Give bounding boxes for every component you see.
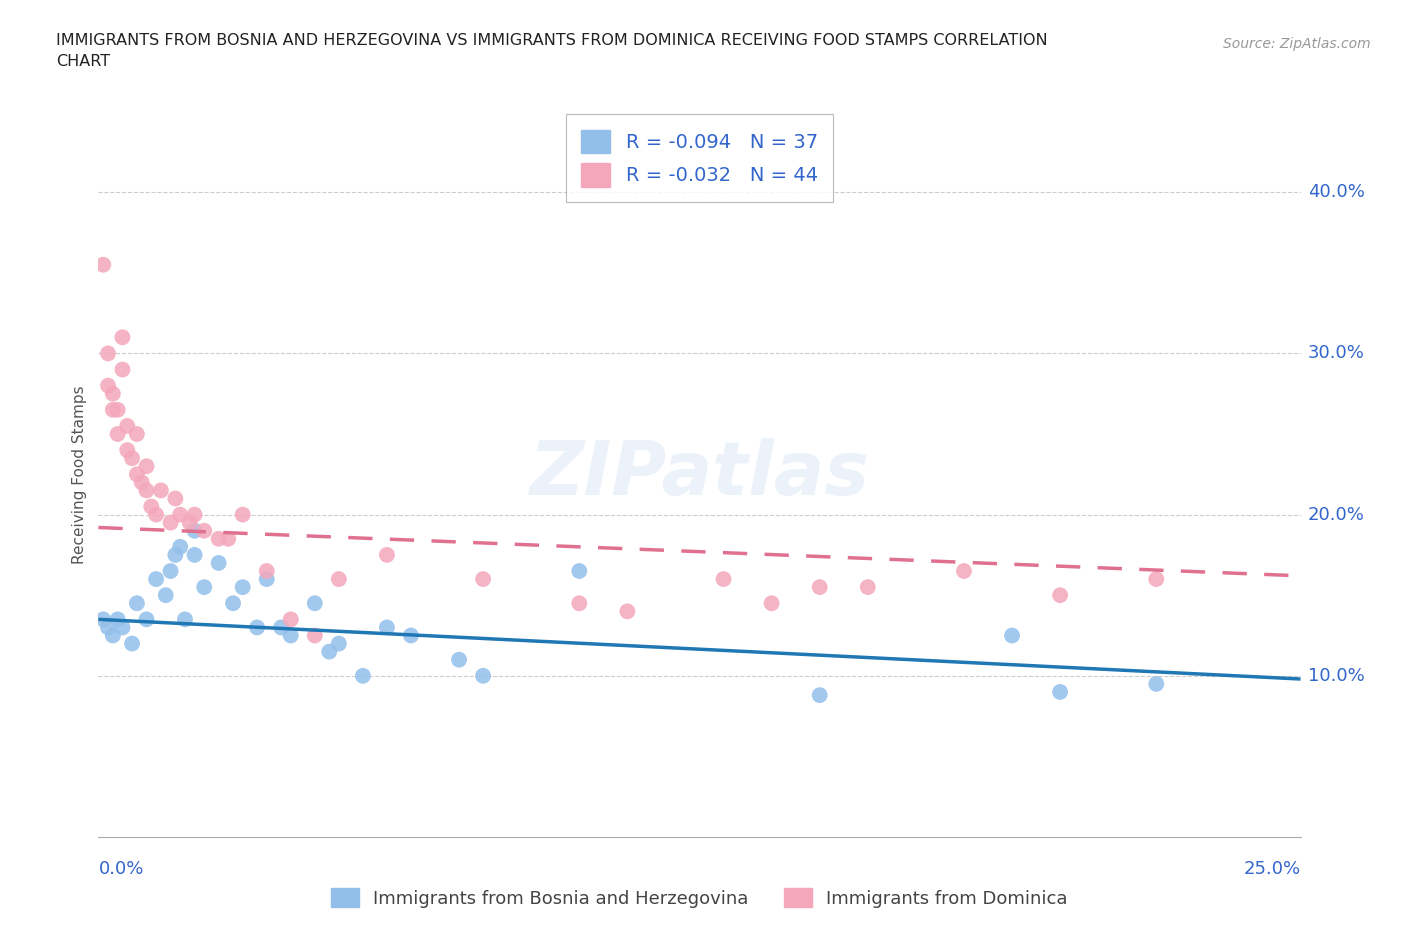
Point: [1049, 588, 1071, 603]
Point: [111, 330, 134, 345]
Point: [472, 669, 495, 684]
Point: [1144, 676, 1167, 691]
Point: [761, 596, 783, 611]
Point: [159, 564, 181, 578]
Legend: R = -0.094   N = 37, R = -0.032   N = 44: R = -0.094 N = 37, R = -0.032 N = 44: [565, 114, 834, 203]
Point: [91, 258, 114, 272]
Point: [179, 515, 201, 530]
Text: 0.0%: 0.0%: [98, 860, 143, 878]
Point: [472, 572, 495, 587]
Point: [125, 596, 148, 611]
Point: [141, 499, 163, 514]
Point: [135, 612, 157, 627]
Point: [117, 418, 139, 433]
Point: [280, 612, 302, 627]
Y-axis label: Receiving Food Stamps: Receiving Food Stamps: [72, 385, 87, 564]
Point: [217, 531, 239, 546]
Point: [193, 524, 215, 538]
Point: [270, 620, 292, 635]
Point: [97, 379, 120, 393]
Point: [713, 572, 735, 587]
Text: CHART: CHART: [56, 54, 110, 69]
Point: [447, 652, 470, 667]
Point: [616, 604, 638, 618]
Text: 25.0%: 25.0%: [1243, 860, 1301, 878]
Point: [193, 579, 215, 594]
Point: [125, 427, 148, 442]
Point: [169, 507, 191, 522]
Point: [304, 596, 326, 611]
Point: [246, 620, 269, 635]
Point: [1144, 572, 1167, 587]
Point: [183, 524, 205, 538]
Point: [318, 644, 340, 659]
Point: [165, 548, 187, 563]
Point: [304, 628, 326, 643]
Point: [97, 620, 120, 635]
Point: [169, 539, 191, 554]
Point: [135, 458, 157, 473]
Point: [183, 548, 205, 563]
Point: [121, 451, 143, 466]
Text: ZIPatlas: ZIPatlas: [530, 438, 869, 511]
Point: [174, 612, 197, 627]
Point: [101, 628, 124, 643]
Point: [159, 515, 181, 530]
Point: [568, 564, 591, 578]
Point: [183, 507, 205, 522]
Point: [399, 628, 422, 643]
Point: [856, 579, 879, 594]
Point: [117, 443, 139, 458]
Point: [232, 579, 254, 594]
Point: [107, 427, 129, 442]
Point: [808, 687, 831, 702]
Point: [107, 612, 129, 627]
Point: [101, 403, 124, 418]
Point: [121, 636, 143, 651]
Point: [131, 475, 153, 490]
Text: 40.0%: 40.0%: [1308, 183, 1364, 201]
Point: [1049, 684, 1071, 699]
Point: [328, 636, 350, 651]
Point: [256, 564, 278, 578]
Point: [208, 555, 231, 570]
Point: [256, 572, 278, 587]
Point: [155, 588, 177, 603]
Point: [375, 548, 398, 563]
Text: 30.0%: 30.0%: [1308, 344, 1364, 363]
Point: [328, 572, 350, 587]
Point: [145, 572, 167, 587]
Point: [352, 669, 374, 684]
Point: [97, 346, 120, 361]
Point: [111, 362, 134, 377]
Text: 20.0%: 20.0%: [1308, 506, 1364, 524]
Point: [145, 507, 167, 522]
Point: [375, 620, 398, 635]
Point: [280, 628, 302, 643]
Point: [568, 596, 591, 611]
Point: [222, 596, 245, 611]
Point: [135, 483, 157, 498]
Point: [808, 579, 831, 594]
Point: [111, 620, 134, 635]
Text: 10.0%: 10.0%: [1308, 667, 1364, 684]
Point: [101, 386, 124, 401]
Point: [149, 483, 172, 498]
Point: [107, 403, 129, 418]
Point: [208, 531, 231, 546]
Text: IMMIGRANTS FROM BOSNIA AND HERZEGOVINA VS IMMIGRANTS FROM DOMINICA RECEIVING FOO: IMMIGRANTS FROM BOSNIA AND HERZEGOVINA V…: [56, 33, 1047, 47]
Point: [232, 507, 254, 522]
Point: [125, 467, 148, 482]
Point: [1001, 628, 1024, 643]
Text: Source: ZipAtlas.com: Source: ZipAtlas.com: [1223, 37, 1371, 51]
Point: [953, 564, 976, 578]
Point: [165, 491, 187, 506]
Point: [91, 612, 114, 627]
